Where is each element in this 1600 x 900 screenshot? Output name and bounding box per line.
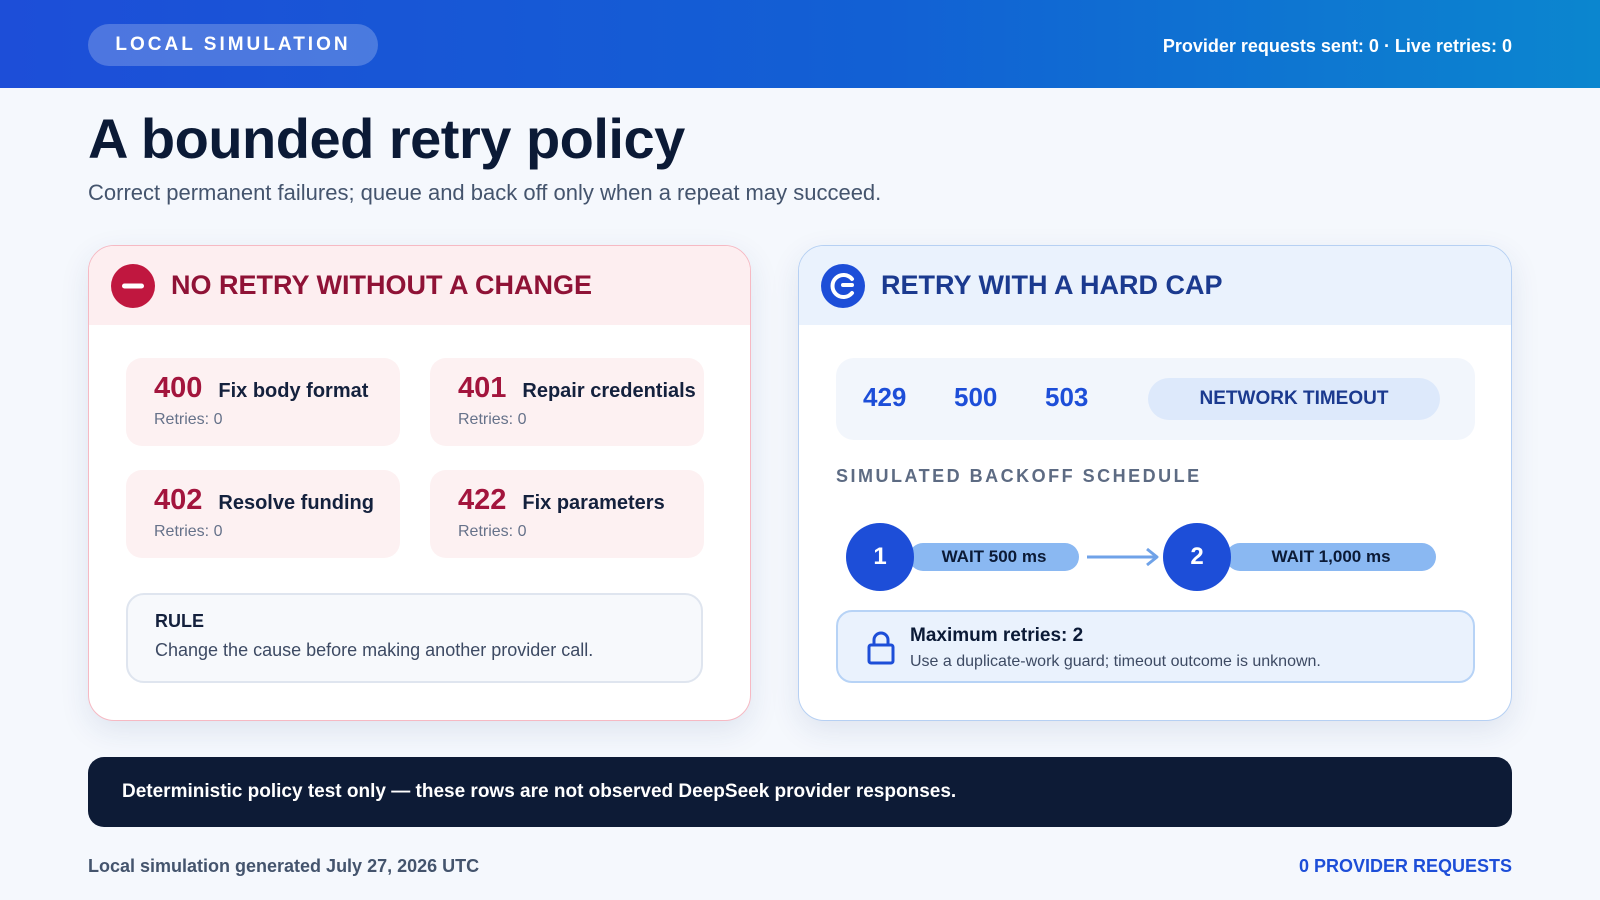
- retryable-code: 500: [954, 382, 998, 412]
- wait-pill: WAIT 500 ms: [909, 543, 1079, 571]
- disclaimer-banner: Deterministic policy test only — these r…: [88, 757, 1512, 827]
- status-action: Fix body format: [218, 380, 369, 402]
- rule-text: Change the cause before making another p…: [155, 640, 594, 660]
- retryable-code: 503: [1045, 382, 1089, 412]
- retry-count: Retries: 0: [154, 523, 223, 540]
- max-retries-title: Maximum retries: 2: [910, 625, 1084, 646]
- retry-count: Retries: 0: [154, 411, 223, 428]
- top-bar: LOCAL SIMULATION Provider requests sent:…: [0, 0, 1600, 88]
- status-code-tile: 401 Repair credentials Retries: 0: [430, 358, 704, 446]
- no-entry-icon: [111, 263, 155, 308]
- wait-pill: WAIT 1,000 ms: [1226, 543, 1436, 571]
- status-action: Repair credentials: [522, 380, 696, 402]
- rule-title: RULE: [155, 611, 204, 631]
- status-code-tile: 400 Fix body format Retries: 0: [126, 358, 400, 446]
- lock-icon: [867, 631, 895, 665]
- status-code: 422: [458, 484, 507, 516]
- max-retries-box: Maximum retries: 2 Use a duplicate-work …: [836, 610, 1475, 683]
- retryable-code: 429: [863, 382, 907, 412]
- provider-status-text: Provider requests sent: 0 · Live retries…: [1162, 36, 1512, 56]
- status-action: Fix parameters: [522, 492, 665, 514]
- retryable-codes-row: 429 500 503 NETWORK TIMEOUT: [836, 358, 1475, 440]
- step-number: 2: [1163, 523, 1231, 591]
- network-timeout-pill: NETWORK TIMEOUT: [1148, 378, 1440, 420]
- arrow-right-icon: [1087, 547, 1159, 567]
- footer-provider-requests: 0 PROVIDER REQUESTS: [1298, 856, 1512, 876]
- retry-card: RETRY WITH A HARD CAP 429 500 503 NETWOR…: [798, 245, 1512, 721]
- no-retry-card-header: NO RETRY WITHOUT A CHANGE: [89, 246, 750, 325]
- rule-box: RULE Change the cause before making anot…: [126, 593, 703, 683]
- schedule-title: SIMULATED BACKOFF SCHEDULE: [836, 466, 1202, 486]
- no-retry-card: NO RETRY WITHOUT A CHANGE 400 Fix body f…: [88, 245, 751, 721]
- status-action: Resolve funding: [218, 492, 374, 514]
- local-simulation-badge: LOCAL SIMULATION: [88, 24, 378, 66]
- footer-generated-text: Local simulation generated July 27, 2026…: [88, 856, 480, 876]
- retry-count: Retries: 0: [458, 411, 527, 428]
- step-number: 1: [846, 523, 914, 591]
- retry-card-header: RETRY WITH A HARD CAP: [799, 246, 1511, 325]
- page-subtitle: Correct permanent failures; queue and ba…: [88, 180, 882, 205]
- max-retries-text: Use a duplicate-work guard; timeout outc…: [910, 653, 1321, 670]
- retry-count: Retries: 0: [458, 523, 527, 540]
- status-code: 400: [154, 372, 203, 404]
- retry-icon: [821, 263, 865, 308]
- page-title: A bounded retry policy: [88, 107, 685, 170]
- status-code: 401: [458, 372, 507, 404]
- status-code-tile: 402 Resolve funding Retries: 0: [126, 470, 400, 558]
- no-retry-title: NO RETRY WITHOUT A CHANGE: [171, 270, 592, 300]
- status-code: 402: [154, 484, 203, 516]
- status-code-tile: 422 Fix parameters Retries: 0: [430, 470, 704, 558]
- retry-title: RETRY WITH A HARD CAP: [881, 270, 1223, 300]
